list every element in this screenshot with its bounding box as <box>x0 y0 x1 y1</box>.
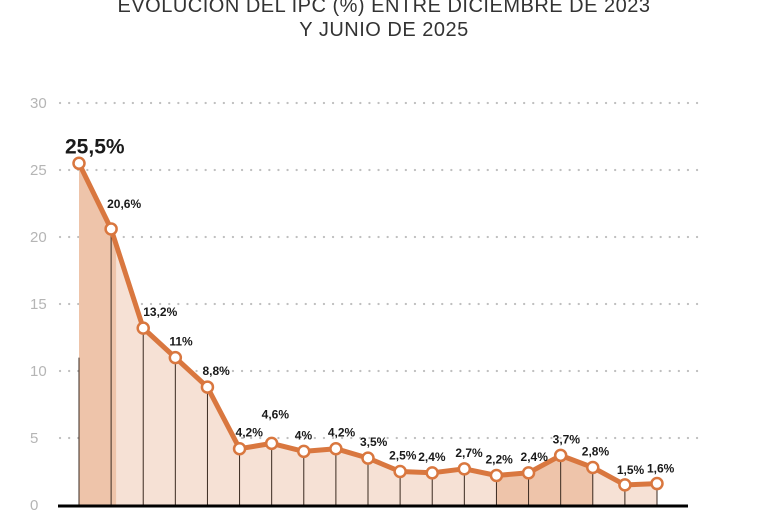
y-tick-label-0: 0 <box>30 497 38 513</box>
data-label-6: 4,6% <box>262 407 290 421</box>
data-point-1 <box>104 222 118 236</box>
data-point-17 <box>618 478 632 492</box>
data-label-2: 13,2% <box>143 305 177 319</box>
chart-title-line-2: Y JUNIO DE 2025 <box>299 19 469 41</box>
data-point-6 <box>264 436 279 451</box>
data-point-16 <box>586 460 600 475</box>
data-label-5: 4,2% <box>236 426 264 440</box>
data-point-2 <box>136 321 150 335</box>
y-tick-label-10: 10 <box>30 363 47 380</box>
data-point-0 <box>72 156 86 171</box>
data-label-11: 2,4% <box>418 450 446 464</box>
data-label-13: 2,2% <box>485 453 513 467</box>
data-label-3: 11% <box>169 335 193 349</box>
data-label-0: 25,5% <box>65 135 125 158</box>
data-label-16: 2,8% <box>582 444 610 458</box>
data-label-18: 1,6% <box>647 462 675 476</box>
y-axis-ticks: 0 5 10 15 20 25 30 <box>30 95 47 513</box>
data-point-14 <box>521 466 536 480</box>
chart-title: EVOLUCIÓN DEL IPC (%) ENTRE DICIEMBRE DE… <box>0 0 768 42</box>
area-fill-dark-1 <box>79 163 117 506</box>
data-point-13 <box>489 468 504 483</box>
data-point-8 <box>329 441 343 456</box>
data-point-9 <box>361 451 375 465</box>
data-label-9: 3,5% <box>360 435 388 449</box>
data-label-15: 3,7% <box>553 432 581 446</box>
area-fill-dark-2 <box>496 455 593 505</box>
data-point-10 <box>393 464 407 479</box>
y-tick-label-25: 25 <box>30 162 47 179</box>
data-point-3 <box>168 350 183 365</box>
data-label-7: 4% <box>295 428 313 442</box>
data-label-17: 1,5% <box>617 463 645 477</box>
y-tick-label-5: 5 <box>30 430 38 447</box>
data-point-5 <box>232 441 247 456</box>
y-tick-label-20: 20 <box>30 229 47 246</box>
data-label-8: 4,2% <box>328 426 356 440</box>
data-point-7 <box>297 444 311 459</box>
data-point-12 <box>457 462 472 476</box>
y-tick-label-30: 30 <box>30 95 47 112</box>
data-label-14: 2,4% <box>521 450 549 464</box>
data-label-1: 20,6% <box>107 197 141 211</box>
data-point-11 <box>425 466 439 480</box>
data-labels: 25,5% 20,6% 13,2% 11% 8,8% 4,2% 4,6% 4% 4,2% 3,5%… <box>65 135 675 477</box>
y-tick-label-15: 15 <box>30 296 47 313</box>
data-label-10: 2,5% <box>389 449 417 463</box>
data-label-4: 8,8% <box>202 364 230 378</box>
data-point-4 <box>200 380 215 394</box>
data-point-15 <box>553 448 568 463</box>
data-points <box>72 156 664 492</box>
data-point-18 <box>650 476 664 491</box>
data-label-12: 2,7% <box>455 446 483 460</box>
chart-title-line-1: EVOLUCIÓN DEL IPC (%) ENTRE DICIEMBRE DE… <box>117 0 651 17</box>
